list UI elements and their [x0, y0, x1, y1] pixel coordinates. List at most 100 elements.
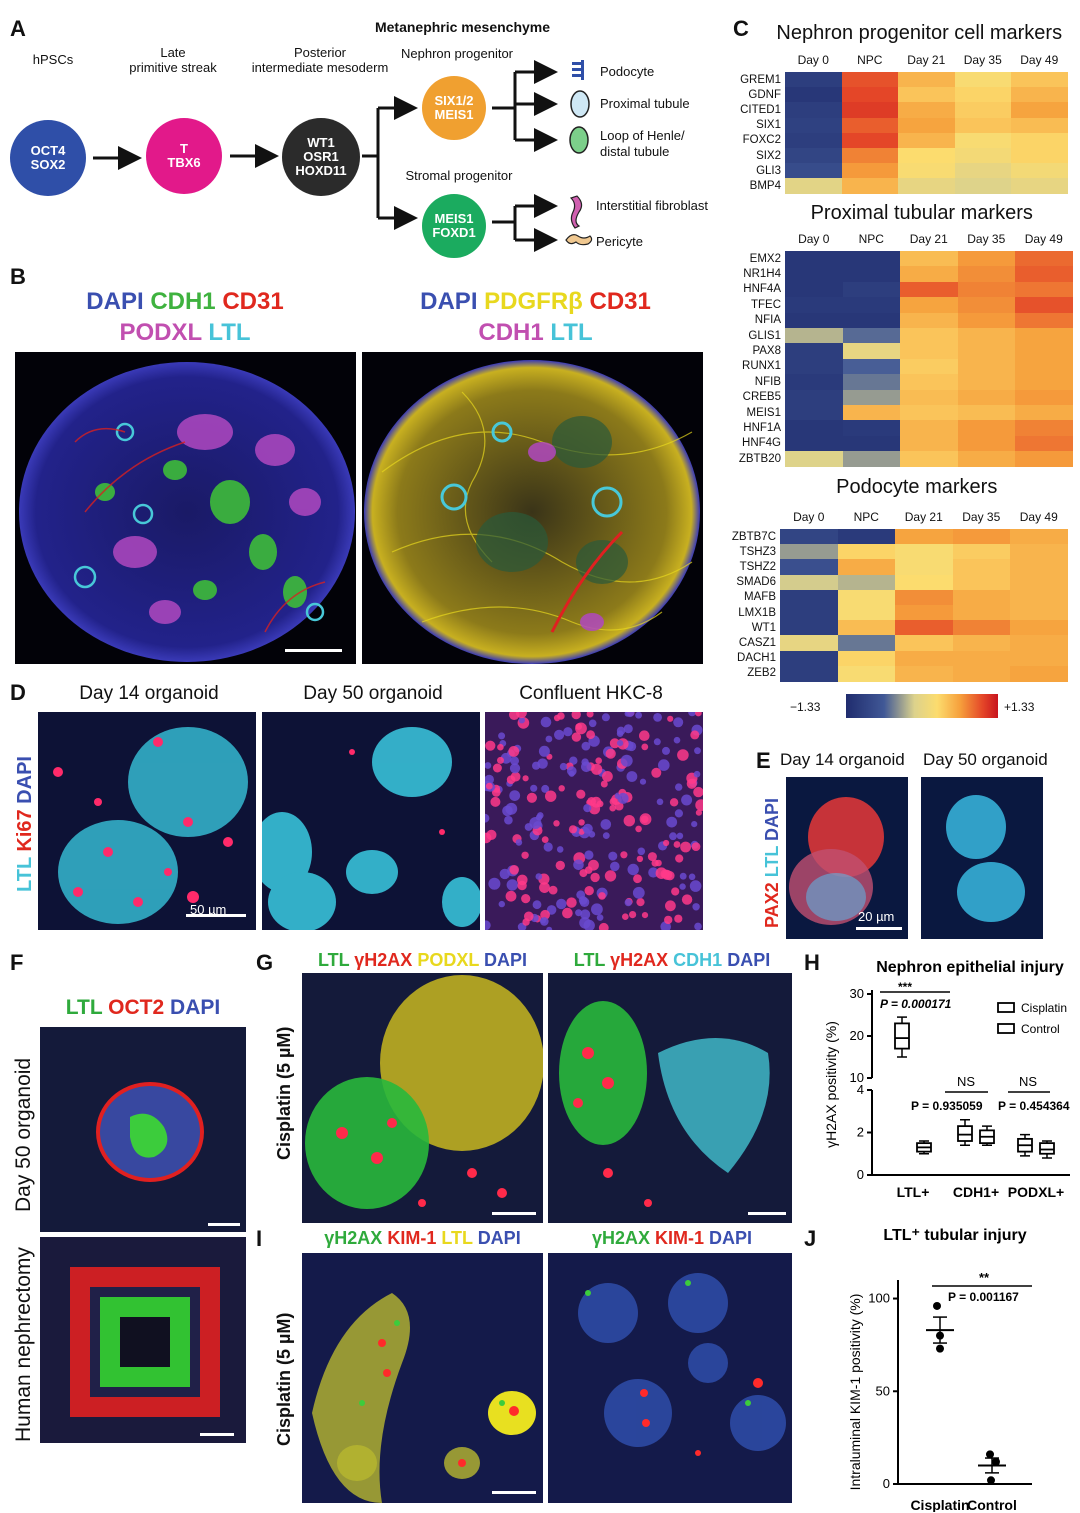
nucleus	[598, 892, 606, 900]
heatmap-cell	[1015, 328, 1074, 344]
x-tick-label: Control	[967, 1497, 1017, 1512]
nucleus	[576, 789, 586, 799]
nucleus	[675, 783, 683, 791]
stage-sp: Stromal progenitor	[405, 168, 513, 183]
nucleus	[655, 859, 662, 867]
nucleus	[688, 712, 696, 717]
legend-swatch	[997, 1002, 1015, 1013]
image-day50-organoid	[262, 712, 480, 930]
heatmap-cell	[898, 117, 956, 134]
nucleus	[691, 842, 701, 851]
stain-label: PDGFRβ	[484, 288, 583, 315]
image-i-right	[548, 1253, 792, 1503]
stain-label: DAPI	[86, 288, 144, 315]
heatmap-gene-label: PAX8	[752, 344, 781, 357]
heatmap-cell	[785, 132, 843, 149]
nucleus	[596, 914, 604, 921]
panel-i-label: I	[256, 1226, 263, 1251]
heatmap-cell	[1011, 178, 1069, 195]
heatmap-title: Proximal tubular markers	[810, 202, 1033, 224]
image-g-right	[548, 973, 792, 1223]
heatmap-cell	[1015, 266, 1074, 283]
heatmap-cell	[1015, 358, 1074, 375]
node-late-ps: T TBX6	[146, 118, 222, 194]
heatmap-cell	[957, 281, 1016, 298]
y-tick-label: 0	[857, 1167, 864, 1182]
nucleus	[485, 832, 492, 844]
nucleus	[583, 919, 595, 930]
heatmap-cell	[842, 389, 901, 406]
y-axis-label: Intraluminal KIM-1 positivity (%)	[847, 1294, 863, 1491]
heatmap-gene-label: NFIB	[754, 375, 781, 388]
nucleus	[586, 712, 594, 718]
stage-pim: Posterior intermediate mesoderm	[251, 45, 389, 75]
nucleus	[504, 815, 513, 825]
chart-j: LTL⁺ tubular injury Intraluminal KIM-1 po…	[847, 1227, 1032, 1512]
data-point	[936, 1331, 944, 1340]
heatmap-cell	[785, 117, 843, 134]
nucleus	[540, 917, 549, 926]
heatmap-cell	[895, 605, 954, 621]
heatmap-cell	[785, 281, 844, 298]
nucleus	[559, 762, 568, 771]
heatmap-cell	[785, 102, 843, 119]
nucleus	[566, 897, 577, 908]
nucleus	[568, 825, 578, 834]
node-sp: MEIS1 FOXD1	[422, 194, 486, 258]
heatmap-cell	[900, 281, 959, 298]
heatmap-cell	[841, 148, 899, 164]
heatmap-cell	[900, 405, 959, 421]
stain-label: CDH1	[673, 950, 723, 970]
nucleus	[624, 898, 632, 907]
panel-g-left-title: LTL γH2AX PODXL DAPI	[300, 950, 545, 971]
nucleus	[673, 841, 681, 848]
nucleus	[632, 886, 645, 899]
stain-label: DAPI	[727, 950, 771, 970]
data-point	[933, 1301, 941, 1310]
heatmap-cell	[898, 163, 956, 179]
panel-f-title: LTL OCT2 DAPI	[38, 996, 248, 1020]
stage-hpscs: hPSCs	[32, 52, 74, 67]
heatmap-cell	[900, 420, 959, 437]
heatmap-cell	[837, 574, 896, 591]
heatmap-cell	[1010, 665, 1069, 682]
image-f-nephrectomy	[40, 1237, 246, 1443]
heatmap-cell	[785, 374, 844, 391]
panel-j-label: J	[804, 1226, 817, 1251]
nucleus	[546, 926, 553, 930]
nucleus	[582, 823, 593, 834]
nucleus	[629, 911, 637, 919]
heatmap-cell	[780, 620, 839, 636]
nucleus	[655, 867, 668, 879]
heatmap-cell	[785, 148, 843, 164]
heatmap-cell	[841, 163, 899, 179]
nucleus	[617, 740, 624, 747]
nucleus	[605, 748, 616, 759]
stain-label: PAX2	[762, 882, 782, 928]
heatmap-gene-label: DACH1	[737, 652, 776, 665]
nucleus	[679, 872, 687, 880]
scale-bar	[492, 1212, 536, 1215]
nucleus	[602, 832, 610, 839]
nucleus	[521, 851, 529, 859]
nucleus	[555, 860, 565, 871]
heatmap-cell	[900, 312, 959, 329]
nucleus	[627, 863, 639, 876]
stain-label: LTL	[762, 845, 782, 878]
sig-mark: NS	[1019, 1074, 1037, 1089]
nucleus	[532, 761, 541, 770]
nucleus	[578, 896, 588, 905]
heatmap-column-label: Day 0	[798, 232, 830, 246]
heatmap-column-label: Day 49	[1019, 510, 1058, 524]
nucleus	[656, 798, 664, 806]
heatmap-gene-label: GDNF	[748, 88, 781, 101]
heatmap-cell	[842, 328, 901, 344]
nucleus	[692, 903, 700, 911]
outcome-podocyte: Podocyte	[600, 64, 655, 79]
heatmap-cell	[954, 72, 1012, 88]
stain-label: PODXL	[417, 950, 480, 970]
heatmap-cell	[785, 178, 843, 195]
image-g-left	[302, 973, 543, 1223]
panel-f-side-top: Day 50 organoid	[12, 1057, 35, 1212]
stain-label: KIM-1	[387, 1228, 437, 1248]
